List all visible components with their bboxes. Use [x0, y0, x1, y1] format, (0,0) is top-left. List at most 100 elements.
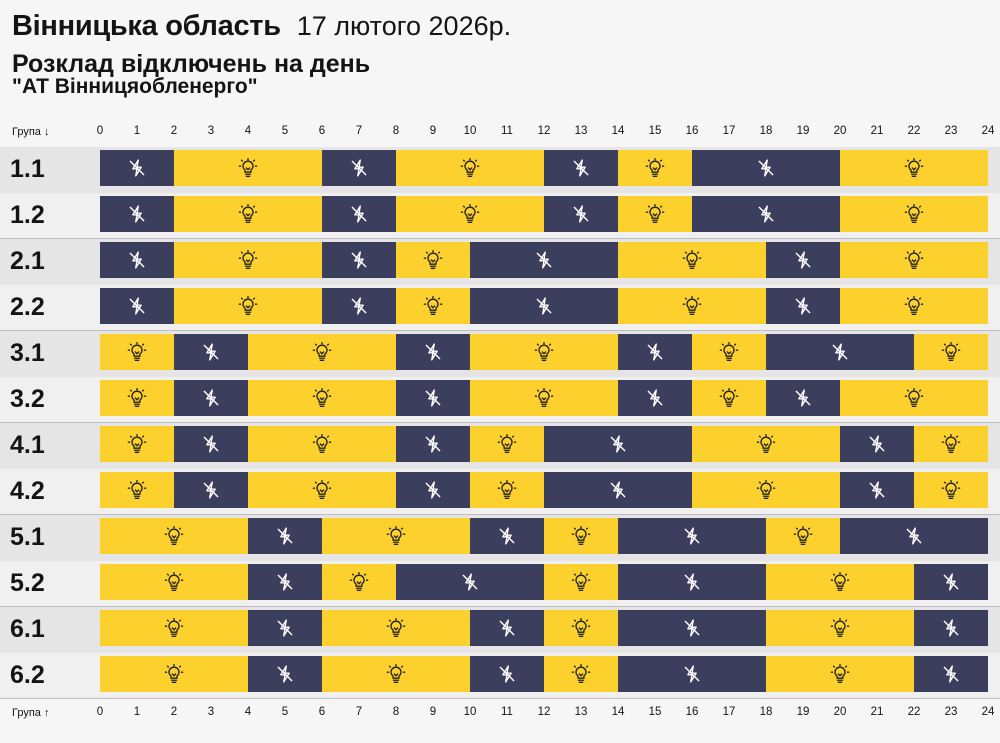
row-separator — [0, 238, 1000, 239]
lightbulb-icon — [423, 296, 443, 316]
power-on-segment — [766, 610, 914, 646]
group-row: 2.2 — [0, 285, 1000, 331]
lightbulb-icon — [941, 480, 961, 500]
group-row: 3.1 — [0, 331, 1000, 377]
power-off-segment — [396, 380, 470, 416]
no-power-icon — [275, 572, 295, 592]
power-on-segment — [618, 242, 766, 278]
power-on-segment — [692, 380, 766, 416]
no-power-icon — [830, 342, 850, 362]
power-on-segment — [766, 518, 840, 554]
power-on-segment — [766, 564, 914, 600]
no-power-icon — [127, 250, 147, 270]
schedule-track — [100, 150, 988, 186]
bottom-tick-label: 17 — [722, 706, 736, 718]
power-off-segment — [914, 610, 988, 646]
power-on-segment — [470, 334, 618, 370]
group-row: 6.2 — [0, 653, 1000, 699]
power-off-segment — [618, 334, 692, 370]
top-tick-label: 22 — [907, 125, 921, 137]
power-off-segment — [396, 472, 470, 508]
lightbulb-icon — [941, 434, 961, 454]
power-off-segment — [248, 564, 322, 600]
no-power-icon — [534, 250, 554, 270]
power-on-segment — [544, 564, 618, 600]
lightbulb-icon — [756, 434, 776, 454]
top-tick-label: 15 — [648, 125, 662, 137]
no-power-icon — [904, 526, 924, 546]
no-power-icon — [201, 388, 221, 408]
schedule-track — [100, 196, 988, 232]
power-off-segment — [174, 472, 248, 508]
no-power-icon — [275, 664, 295, 684]
schedule-track — [100, 472, 988, 508]
no-power-icon — [756, 204, 776, 224]
group-row: 6.1 — [0, 607, 1000, 653]
no-power-icon — [682, 664, 702, 684]
lightbulb-icon — [904, 204, 924, 224]
bottom-tick-label: 21 — [870, 706, 884, 718]
group-label: 3.1 — [10, 339, 45, 367]
power-on-segment — [100, 518, 248, 554]
bottom-tick-label: 19 — [796, 706, 810, 718]
power-on-segment — [396, 288, 470, 324]
power-off-segment — [914, 564, 988, 600]
power-on-segment — [544, 656, 618, 692]
power-on-segment — [100, 380, 174, 416]
top-tick-label: 3 — [207, 125, 215, 137]
company-name: "АТ Вінницяобленерго" — [12, 75, 258, 98]
power-off-segment — [470, 288, 618, 324]
bottom-tick-label: 23 — [944, 706, 958, 718]
no-power-icon — [793, 388, 813, 408]
top-tick-label: 23 — [944, 125, 958, 137]
schedule-date: 17 лютого 2026р. — [296, 11, 512, 41]
power-on-segment — [174, 196, 322, 232]
region-title: Вінницька область — [12, 10, 281, 42]
power-off-segment — [766, 288, 840, 324]
power-off-segment — [544, 472, 692, 508]
power-off-segment — [766, 380, 840, 416]
top-tick-label: 14 — [611, 125, 625, 137]
power-off-segment — [174, 380, 248, 416]
power-on-segment — [396, 196, 544, 232]
power-on-segment — [544, 518, 618, 554]
bottom-tick-label: 9 — [429, 706, 437, 718]
power-on-segment — [618, 150, 692, 186]
power-off-segment — [692, 150, 840, 186]
power-on-segment — [248, 472, 396, 508]
top-tick-label: 13 — [574, 125, 588, 137]
group-label: 1.2 — [10, 201, 45, 229]
no-power-icon — [423, 388, 443, 408]
group-row: 4.2 — [0, 469, 1000, 515]
lightbulb-icon — [312, 434, 332, 454]
lightbulb-icon — [534, 342, 554, 362]
row-separator — [0, 698, 1000, 699]
group-label: 6.1 — [10, 615, 45, 643]
power-on-segment — [618, 196, 692, 232]
power-on-segment — [692, 426, 840, 462]
top-tick-label: 20 — [833, 125, 847, 137]
row-separator — [0, 606, 1000, 607]
bottom-tick-label: 12 — [537, 706, 551, 718]
header: Вінницька область 17 лютого 2026р. Розкл… — [12, 10, 511, 97]
top-tick-label: 11 — [501, 125, 513, 137]
no-power-icon — [941, 664, 961, 684]
power-off-segment — [618, 518, 766, 554]
bottom-tick-label: 16 — [685, 706, 699, 718]
top-tick-label: 12 — [537, 125, 551, 137]
lightbulb-icon — [793, 526, 813, 546]
top-tick-label: 17 — [722, 125, 736, 137]
no-power-icon — [534, 296, 554, 316]
no-power-icon — [571, 158, 591, 178]
group-label: 2.2 — [10, 293, 45, 321]
lightbulb-icon — [941, 342, 961, 362]
lightbulb-icon — [682, 250, 702, 270]
schedule-subtitle: Розклад відключень на день — [12, 50, 371, 78]
bottom-tick-label: 1 — [133, 706, 141, 718]
bottom-tick-label: 20 — [833, 706, 847, 718]
power-off-segment — [544, 150, 618, 186]
no-power-icon — [201, 434, 221, 454]
group-label: 3.2 — [10, 385, 45, 413]
lightbulb-icon — [127, 388, 147, 408]
lightbulb-icon — [571, 572, 591, 592]
